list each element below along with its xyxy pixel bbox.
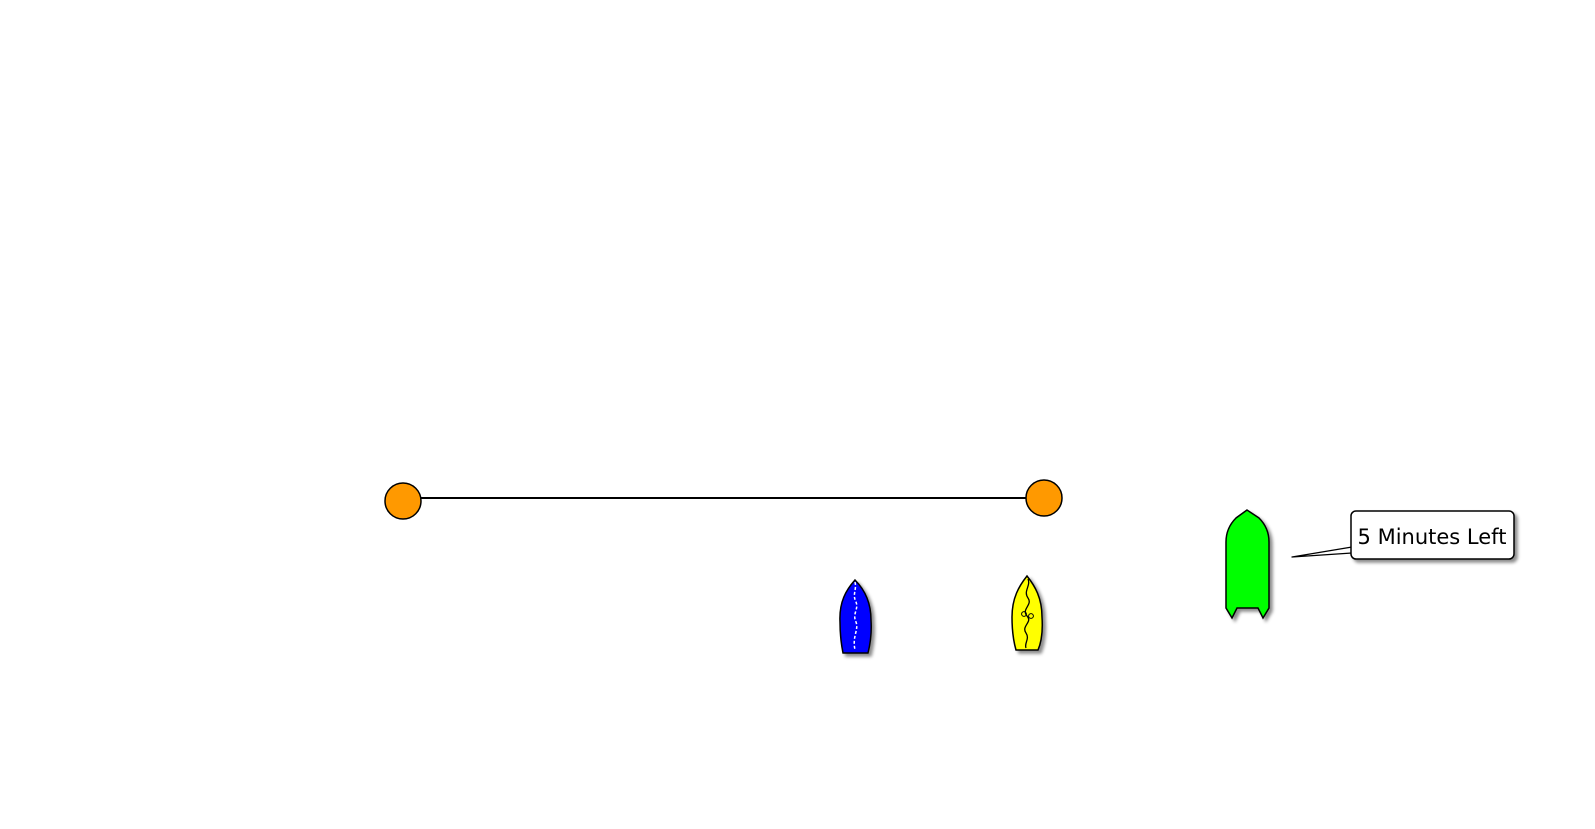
green-committee-boat[interactable]: [1225, 509, 1270, 620]
blue-boat-hull: [839, 578, 872, 654]
blue-boat[interactable]: [839, 578, 872, 654]
callout-text: 5 Minutes Left: [1358, 525, 1507, 549]
start-mark-committee[interactable]: [1025, 479, 1063, 517]
callout-pointer: [1291, 546, 1353, 558]
callout: 5 Minutes Left: [1291, 510, 1515, 560]
callout-box: [1350, 510, 1515, 560]
yellow-boat-crew: [1028, 613, 1034, 619]
blue-boat-sail: [853, 581, 858, 651]
yellow-boat-sail: [1024, 578, 1030, 649]
yellow-boat[interactable]: [1011, 574, 1043, 651]
start-mark-pin[interactable]: [384, 482, 422, 520]
yellow-boat-crew: [1021, 611, 1027, 617]
yellow-boat-hull: [1011, 574, 1043, 651]
green-committee-boat-hull: [1225, 509, 1270, 620]
